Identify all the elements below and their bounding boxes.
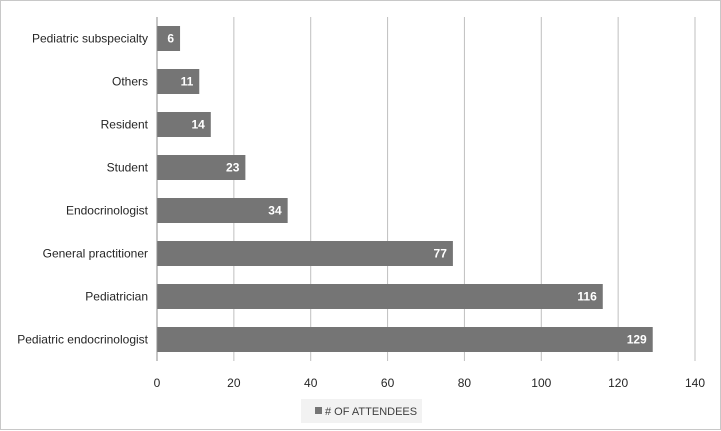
data-label: 6 <box>167 32 174 46</box>
data-label: 129 <box>627 333 647 347</box>
bar <box>157 112 211 137</box>
category-label: Endocrinologist <box>66 204 149 218</box>
bar <box>157 327 653 352</box>
category-label: Pediatrician <box>85 290 148 304</box>
category-label: Student <box>107 161 149 175</box>
legend-label: # OF ATTENDEES <box>325 406 417 418</box>
bar <box>157 241 453 266</box>
bar <box>157 284 603 309</box>
category-label: General practitioner <box>43 247 148 261</box>
x-tick-label: 100 <box>531 376 551 390</box>
bar <box>157 155 246 180</box>
x-tick-label: 0 <box>154 376 161 390</box>
legend-swatch <box>315 407 322 414</box>
x-tick-label: 20 <box>227 376 241 390</box>
bar <box>157 69 200 94</box>
x-tick-label: 40 <box>304 376 318 390</box>
data-label: 34 <box>268 204 282 218</box>
bars: 6 11 14 23 34 77 116 129 <box>157 26 653 352</box>
x-tick-label: 60 <box>381 376 395 390</box>
x-tick-label: 140 <box>685 376 705 390</box>
category-label: Pediatric subspecialty <box>32 32 148 46</box>
category-labels: Pediatric subspecialty Others Resident Stud… <box>17 32 148 347</box>
data-label: 23 <box>226 161 240 175</box>
data-label: 14 <box>191 118 205 132</box>
bar <box>157 26 181 51</box>
category-label: Pediatric endocrinologist <box>17 333 148 347</box>
data-label: 116 <box>577 290 597 304</box>
data-label: 77 <box>434 247 448 261</box>
x-tick-label: 80 <box>458 376 472 390</box>
tick-labels: 0 20 40 60 80 100 120 140 <box>154 376 706 390</box>
category-label: Resident <box>101 118 149 132</box>
bar <box>157 198 288 223</box>
data-label: 11 <box>181 75 194 89</box>
x-tick-label: 120 <box>608 376 628 390</box>
gridlines <box>233 17 696 361</box>
category-label: Others <box>112 75 148 89</box>
legend: # OF ATTENDEES <box>301 399 422 423</box>
